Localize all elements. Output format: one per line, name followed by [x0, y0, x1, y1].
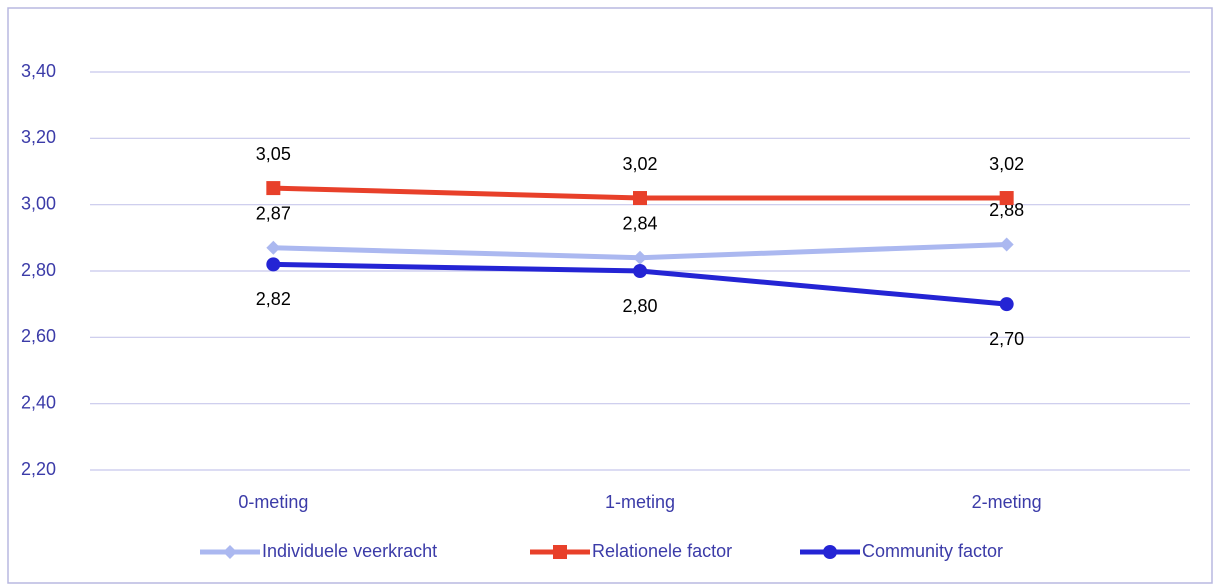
point-marker [633, 191, 647, 206]
legend-marker [823, 545, 837, 559]
data-label: 2,88 [989, 200, 1024, 220]
y-tick-label: 3,20 [21, 127, 56, 147]
x-tick-label: 2-meting [972, 492, 1042, 512]
data-label: 3,05 [256, 144, 291, 164]
legend-marker [553, 545, 567, 559]
y-tick-label: 2,40 [21, 392, 56, 412]
chart-border [7, 7, 1213, 584]
point-marker [999, 237, 1014, 252]
legend-label: Relationele factor [592, 541, 732, 561]
y-tick-label: 2,80 [21, 260, 56, 280]
point-marker [266, 257, 281, 272]
legend-label: Individuele veerkracht [262, 541, 437, 561]
data-label: 2,87 [256, 204, 291, 224]
point-marker [266, 240, 281, 255]
point-marker [266, 181, 281, 196]
y-tick-label: 3,00 [21, 193, 56, 213]
data-label: 2,82 [256, 289, 291, 309]
legend-label: Community factor [862, 541, 1003, 561]
y-tick-label: 2,60 [21, 326, 56, 346]
data-label: 3,02 [989, 154, 1024, 174]
legend-marker [223, 545, 237, 559]
data-label: 3,02 [622, 154, 657, 174]
x-tick-label: 0-meting [238, 492, 308, 512]
point-marker [633, 264, 647, 278]
point-marker [999, 297, 1014, 312]
data-label: 2,84 [622, 213, 657, 233]
y-tick-label: 3,40 [21, 61, 56, 81]
x-tick-label: 1-meting [605, 492, 675, 512]
point-marker [633, 250, 647, 265]
data-label: 2,70 [989, 329, 1024, 349]
data-label: 2,80 [622, 296, 657, 316]
point-marker [999, 191, 1014, 206]
y-tick-label: 2,20 [21, 459, 56, 479]
